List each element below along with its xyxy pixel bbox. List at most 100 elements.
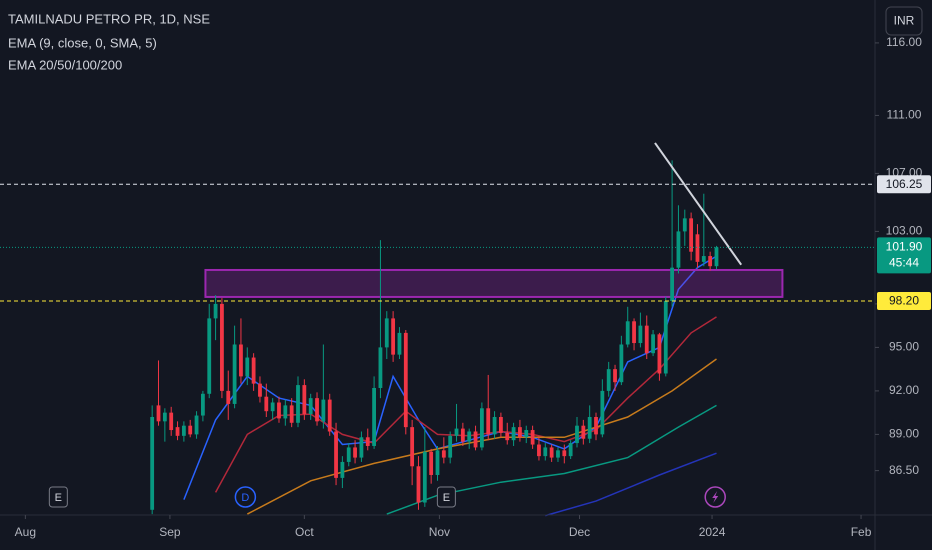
- candle-body: [308, 398, 313, 415]
- candle-body: [518, 427, 522, 438]
- ema-line: [246, 358, 717, 515]
- y-tick-label: 103.00: [886, 224, 923, 238]
- indicator-label: EMA 20/50/100/200: [8, 57, 122, 72]
- candle-body: [251, 357, 256, 384]
- candle-body: [245, 357, 250, 377]
- candle-body: [467, 431, 472, 442]
- candle-body: [435, 450, 440, 475]
- x-tick-label: Nov: [429, 525, 450, 539]
- y-tick-label: 116.00: [886, 35, 922, 49]
- event-marker: [48, 486, 68, 508]
- candle-body: [473, 431, 478, 448]
- candle-body: [701, 256, 706, 262]
- candle-body: [600, 390, 605, 435]
- level-label-box: [877, 175, 931, 194]
- candle-body: [479, 408, 484, 448]
- candle-body: [613, 369, 617, 383]
- candle-body: [270, 402, 275, 412]
- candle-body: [156, 405, 161, 422]
- candle-body: [606, 369, 611, 391]
- support-zone: [204, 268, 784, 298]
- candle-body: [207, 318, 212, 394]
- ema-line: [545, 452, 717, 517]
- candle-body: [403, 332, 408, 428]
- candle-body: [353, 447, 357, 458]
- candle-body: [200, 393, 205, 416]
- y-tick-label: 111.00: [887, 108, 922, 122]
- x-tick-label: Sep: [159, 525, 181, 539]
- candle-body: [289, 405, 294, 423]
- x-tick-label: 2024: [699, 525, 726, 539]
- candle-body: [384, 318, 389, 348]
- last-price-box: [877, 237, 931, 274]
- candle-body: [302, 385, 307, 415]
- y-tick-label: 89.00: [889, 427, 919, 441]
- level-label-box: [877, 291, 931, 310]
- y-tick-label: 92.00: [889, 383, 919, 397]
- event-marker: [436, 486, 456, 508]
- candle-body: [638, 325, 643, 344]
- candle-body: [391, 318, 396, 355]
- indicator-label: EMA (9, close, 0, SMA, 5): [8, 35, 157, 50]
- chart-title: TAMILNADU PETRO PR, 1D, NSE: [8, 11, 210, 26]
- candle-body: [619, 344, 624, 383]
- event-label: E: [443, 492, 450, 504]
- candle-body: [327, 399, 332, 432]
- candle-body: [448, 435, 453, 458]
- level-label: 106.25: [886, 177, 923, 191]
- candle-body: [416, 466, 421, 503]
- candle-body: [359, 437, 364, 458]
- candle-body: [708, 256, 713, 267]
- candle-body: [220, 303, 224, 391]
- candle-body: [194, 415, 199, 435]
- candle-body: [181, 425, 186, 436]
- candle-body: [365, 437, 370, 446]
- candle-body: [562, 450, 567, 457]
- candle-body: [486, 408, 491, 435]
- x-tick-label: Oct: [295, 525, 314, 539]
- candle-body: [258, 383, 262, 397]
- candle-body: [410, 427, 415, 467]
- currency-label[interactable]: INR: [894, 14, 915, 28]
- candle-body: [346, 447, 351, 462]
- candle-body: [226, 390, 231, 404]
- candle-body: [378, 347, 383, 388]
- candle-body: [568, 443, 573, 457]
- candle-body: [454, 428, 459, 436]
- event-label: E: [55, 492, 62, 504]
- event-label: D: [241, 492, 249, 504]
- event-marker: [234, 486, 257, 508]
- x-tick-label: Aug: [15, 525, 36, 539]
- candle-body: [594, 416, 598, 435]
- candle-body: [644, 325, 649, 354]
- candle-body: [315, 398, 319, 422]
- plot-area: [150, 142, 784, 517]
- candle-body: [283, 405, 288, 419]
- candle-body: [277, 402, 281, 419]
- candle-body: [511, 427, 516, 441]
- x-tick-label: Feb: [851, 525, 872, 539]
- candle-body: [682, 218, 687, 232]
- candle-body: [676, 231, 681, 268]
- candle-body: [239, 344, 243, 377]
- level-label: 98.20: [889, 294, 919, 308]
- candle-body: [340, 461, 345, 478]
- candle-body: [169, 412, 174, 431]
- candle-body: [162, 412, 167, 422]
- candle-body: [321, 399, 326, 422]
- candle-body: [213, 303, 218, 319]
- candle-body: [499, 416, 503, 433]
- candle-body: [549, 447, 554, 458]
- candle-body: [695, 234, 700, 262]
- candle-body: [397, 332, 402, 355]
- candle-body: [581, 425, 586, 439]
- candle-body: [524, 430, 529, 438]
- candle-body: [530, 430, 535, 445]
- y-tick-label: 95.00: [889, 340, 919, 354]
- candle-body: [372, 387, 376, 446]
- candle-body: [296, 385, 300, 423]
- currency-button[interactable]: [885, 6, 923, 36]
